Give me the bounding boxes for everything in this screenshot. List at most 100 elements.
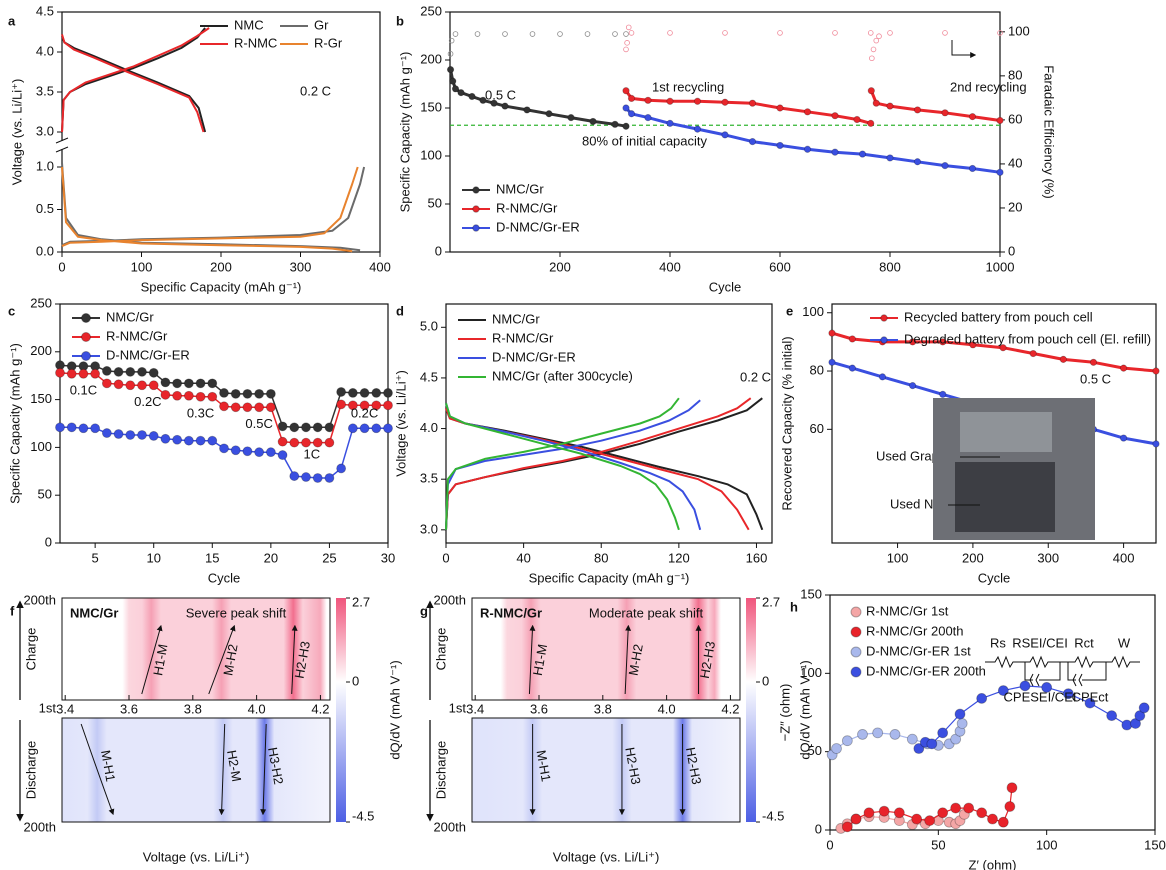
y2-tick-label: 40 bbox=[1008, 155, 1022, 170]
data-point bbox=[265, 388, 276, 399]
legend-label: D-NMC/Gr-ER 200th bbox=[866, 663, 986, 678]
y-axis-label: −Z″ (ohm) bbox=[777, 684, 792, 742]
efficiency-point bbox=[448, 37, 455, 44]
y-tick-label: 0 bbox=[435, 243, 442, 258]
x-tick-label: 100 bbox=[887, 550, 909, 565]
peak-label: H3-H2 bbox=[265, 746, 286, 786]
legend-label: R-NMC/Gr bbox=[496, 200, 558, 215]
x-tick-label: 0 bbox=[442, 550, 449, 565]
series-line bbox=[445, 397, 680, 531]
data-point bbox=[172, 390, 183, 401]
data-point bbox=[207, 391, 218, 402]
data-point bbox=[183, 378, 194, 389]
efficiency-point bbox=[474, 31, 481, 37]
data-point bbox=[968, 113, 977, 121]
data-point bbox=[831, 112, 839, 120]
cycle-label: 200th bbox=[433, 819, 466, 834]
y-tick-label: 200 bbox=[30, 343, 52, 358]
series-trend bbox=[831, 331, 1157, 373]
efficiency-point bbox=[529, 31, 536, 37]
data-point bbox=[383, 423, 393, 434]
data-point bbox=[1106, 710, 1118, 722]
cycle-label: 1st bbox=[449, 700, 467, 715]
y-axis-label: Specific Capacity (mAh g⁻¹) bbox=[397, 52, 412, 213]
data-point bbox=[242, 446, 253, 457]
map-annotation: Moderate peak shift bbox=[589, 605, 704, 620]
charge-label: Charge bbox=[23, 628, 38, 671]
data-point bbox=[113, 429, 124, 439]
panel-letter: c bbox=[8, 303, 15, 318]
data-point bbox=[937, 727, 949, 739]
data-point bbox=[627, 110, 636, 118]
efficiency-point bbox=[887, 30, 893, 36]
axis-break-mark bbox=[55, 137, 69, 153]
data-point bbox=[265, 447, 276, 458]
x-tick-label: 120 bbox=[668, 550, 690, 565]
data-point bbox=[289, 471, 300, 481]
x-tick-label: 200 bbox=[549, 259, 571, 274]
data-point bbox=[644, 114, 652, 122]
data-point bbox=[693, 125, 702, 133]
data-point bbox=[137, 430, 147, 440]
x-tick-label: 40 bbox=[516, 550, 530, 565]
data-point bbox=[803, 145, 812, 153]
x-tick-label: 3.4 bbox=[56, 701, 74, 716]
x-tick-label: 400 bbox=[1113, 550, 1135, 565]
y-tick-label: 80 bbox=[810, 362, 824, 377]
data-point bbox=[850, 813, 862, 825]
data-point bbox=[644, 96, 652, 104]
data-point bbox=[219, 443, 229, 454]
x-tick-label: 4.2 bbox=[311, 701, 329, 716]
legend-marker bbox=[472, 186, 480, 194]
series-trend bbox=[449, 69, 627, 128]
legend-label: NMC bbox=[234, 17, 264, 32]
y-tick-label: 50 bbox=[38, 487, 52, 502]
series-line bbox=[445, 397, 752, 531]
legend-marker bbox=[81, 351, 91, 361]
legend-label: D-NMC/Gr-ER bbox=[496, 219, 580, 234]
peak-label: H2-M bbox=[224, 749, 244, 783]
plot-frame bbox=[831, 303, 1157, 544]
data-point bbox=[1059, 355, 1067, 363]
data-point bbox=[996, 168, 1004, 176]
y2-tick-label: 20 bbox=[1008, 199, 1022, 214]
peak-label: M-H2 bbox=[220, 643, 240, 677]
y-tick-label: 4.0 bbox=[420, 420, 438, 435]
y-tick-label: 60 bbox=[810, 421, 824, 436]
discharge-map bbox=[61, 717, 331, 823]
x-tick-label: 100 bbox=[1036, 837, 1058, 852]
data-point bbox=[347, 400, 358, 411]
data-point bbox=[911, 813, 923, 825]
data-point bbox=[906, 733, 918, 745]
cycle-label: 200th bbox=[433, 592, 466, 607]
efficiency-point bbox=[942, 30, 948, 36]
data-point bbox=[371, 400, 382, 411]
colorbar-tick-label: 2.7 bbox=[762, 594, 780, 609]
colorbar-label: dQ/dV (mAh V⁻¹) bbox=[387, 660, 402, 759]
annotation: 1st recycling bbox=[652, 79, 724, 94]
legend-label: NMC/Gr bbox=[496, 181, 544, 196]
data-point bbox=[878, 373, 887, 381]
inset-photo-sheet bbox=[960, 412, 1052, 452]
peak-label: H1-M bbox=[150, 643, 170, 677]
legend-label: NMC/Gr (after 300cycle) bbox=[492, 368, 633, 383]
y2-tick-label: 100 bbox=[1008, 23, 1030, 38]
data-point bbox=[125, 430, 136, 440]
x-tick-label: 50 bbox=[931, 837, 945, 852]
data-point bbox=[195, 378, 206, 389]
peak-arrow bbox=[218, 723, 226, 816]
data-point bbox=[277, 450, 288, 460]
x-axis-label: Voltage (vs. Li/Li⁺) bbox=[143, 849, 250, 864]
data-point bbox=[312, 473, 323, 483]
data-point bbox=[997, 685, 1009, 696]
rate-label: 0.5C bbox=[245, 416, 272, 431]
y-tick-label: 3.5 bbox=[420, 471, 438, 486]
data-point bbox=[969, 341, 977, 349]
peak-label: M-H1 bbox=[98, 749, 118, 783]
peak-label: M-H2 bbox=[626, 643, 646, 677]
data-point bbox=[858, 150, 867, 158]
y-tick-label: 0.5 bbox=[36, 201, 54, 216]
plot-frame bbox=[829, 594, 1156, 831]
legend-label: Degraded battery from pouch cell (El. re… bbox=[904, 331, 1151, 346]
